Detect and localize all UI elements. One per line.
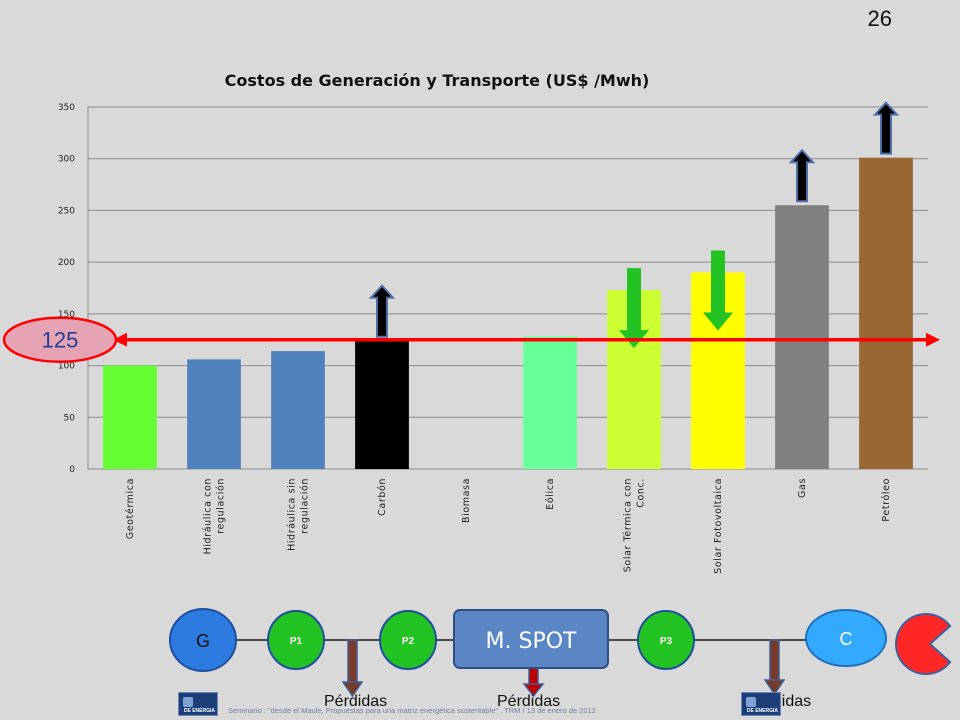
ministerio-energia-logo-right: DE ENERGIA [741, 692, 781, 716]
y-tick-label: 300 [58, 155, 75, 165]
consumer-node [805, 609, 887, 667]
logo-text-left: DE ENERGIA [183, 708, 215, 714]
x-tick-line: regulación [300, 478, 311, 534]
p2-label: P2 [402, 636, 415, 647]
loss-arrow-3 [763, 639, 786, 696]
generator-label: G [196, 631, 210, 651]
x-tick-line: Eólica [545, 478, 556, 510]
bar-8 [775, 205, 829, 469]
trend-arrows [368, 101, 900, 349]
bar-1 [187, 359, 241, 469]
x-tick-line: Petróleo [881, 478, 892, 522]
y-tick-label: 200 [58, 258, 75, 268]
x-tick-label: Hidráulica con regulación [203, 478, 227, 554]
bar-9 [859, 157, 913, 469]
x-tick-line: Hidráulica sin [287, 478, 298, 551]
x-tick-label: Solar Fotovoltaica [713, 478, 724, 574]
p2-node [379, 610, 437, 670]
bars [103, 157, 913, 469]
loss-arrow-2 [522, 665, 545, 698]
x-tick-line: Solar Fotovoltaica [713, 478, 724, 574]
ministerio-energia-logo-left: DE ENERGIA [178, 692, 218, 716]
x-tick-line: Solar Térmica con [623, 478, 634, 572]
y-tick-label: 100 [58, 362, 75, 372]
x-tick-label: Carbón [377, 478, 388, 516]
p1-label: P1 [290, 636, 303, 647]
up-arrow-icon [872, 101, 900, 155]
chart-title: Costos de Generación y Transporte (US$ /… [224, 71, 650, 90]
loss-label-1: Pérdidas [324, 693, 388, 710]
down-arrow-icon [619, 268, 649, 349]
y-tick-label: 50 [64, 413, 76, 423]
x-tick-line: Carbón [377, 478, 388, 516]
y-tick-label: 350 [58, 103, 75, 113]
bar-2 [271, 351, 325, 469]
up-arrow-icon [368, 284, 396, 338]
x-tick-line: regulación [216, 478, 227, 534]
x-tick-label: Solar Térmica con Conc. [623, 478, 647, 572]
bar-3 [355, 340, 409, 469]
x-tick-label: Biomasa [461, 478, 472, 523]
spot-market-box [453, 609, 609, 669]
y-tick-label: 250 [58, 206, 75, 216]
bar-chart: 0 50 100 150 200 250 300 350 Geotérmica Hidráuli… [2, 101, 940, 574]
x-tick-label: Geotérmica [125, 478, 136, 539]
spot-market-label: M. SPOT [486, 629, 578, 654]
down-arrow-icon [703, 250, 733, 331]
generator-node [169, 608, 237, 672]
up-arrow-icon [788, 148, 816, 203]
reference-value-label: 125 [42, 328, 79, 353]
reference-line-group: 125 [2, 316, 940, 363]
x-tick-line: Conc. [636, 478, 647, 508]
loss-arrow-1 [341, 639, 364, 698]
x-tick-label: Gas [797, 478, 808, 498]
loss-label-2: Pérdidas [497, 693, 561, 710]
flow-diagram: G P1 P2 M. SPOT P3 C [169, 608, 952, 698]
consumer-label: C [840, 629, 853, 649]
y-tick-label: 0 [69, 465, 75, 475]
y-axis-ticks: 0 50 100 150 200 250 300 350 [58, 103, 75, 475]
x-tick-line: Hidráulica con [203, 478, 214, 554]
footer-text: Seminario : "desde el Maule, Propuestas … [228, 706, 596, 715]
x-tick-label: Petróleo [881, 478, 892, 522]
p3-node [637, 610, 695, 670]
slide-number: 26 [867, 6, 892, 31]
x-tick-line: Geotérmica [125, 478, 136, 539]
x-axis-labels: Geotérmica Hidráulica con regulación Hidráu… [125, 478, 892, 574]
bar-5 [523, 336, 577, 469]
x-tick-label: Eólica [545, 478, 556, 510]
p1-node [267, 610, 325, 670]
p3-label: P3 [660, 636, 673, 647]
bar-0 [103, 365, 157, 469]
x-tick-line: Biomasa [461, 478, 472, 523]
y-tick-label: 150 [58, 310, 75, 320]
pacman-icon [895, 613, 952, 675]
x-tick-label: Hidráulica sin regulación [287, 478, 311, 551]
logo-text-right: DE ENERGIA [746, 708, 778, 714]
reference-value-badge [2, 316, 118, 363]
x-tick-line: Gas [797, 478, 808, 498]
